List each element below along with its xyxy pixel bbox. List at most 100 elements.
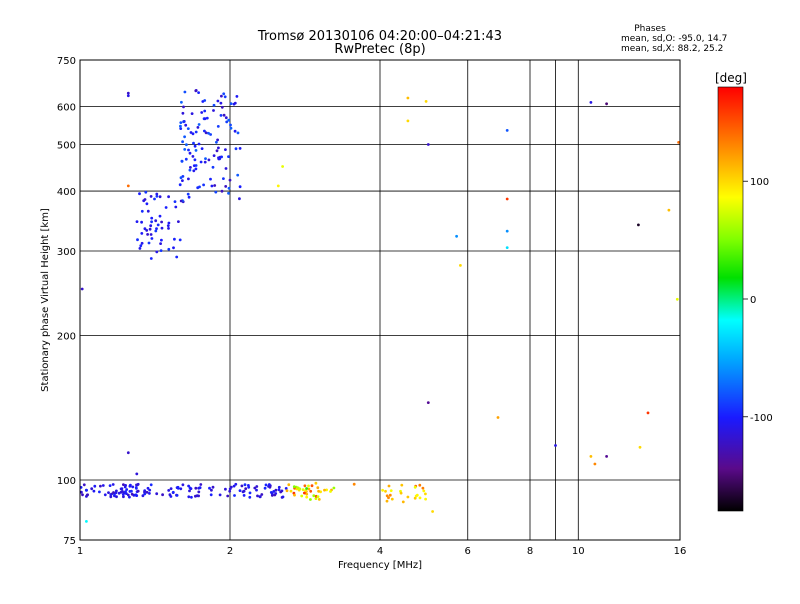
data-point bbox=[406, 495, 410, 499]
data-point bbox=[418, 496, 422, 500]
data-point bbox=[217, 146, 220, 150]
data-point bbox=[276, 184, 280, 188]
x-tick-label: 2 bbox=[227, 546, 233, 557]
data-point bbox=[277, 485, 281, 489]
data-point bbox=[212, 103, 216, 107]
y-tick-label: 500 bbox=[57, 141, 76, 152]
data-point bbox=[209, 493, 213, 497]
data-point bbox=[418, 483, 422, 487]
data-point bbox=[182, 105, 185, 109]
data-point bbox=[219, 114, 223, 117]
data-point bbox=[167, 227, 170, 230]
data-point bbox=[255, 488, 258, 492]
data-point bbox=[675, 297, 679, 301]
data-point bbox=[310, 484, 314, 488]
data-point bbox=[309, 489, 313, 493]
data-point bbox=[244, 487, 248, 490]
chart-title: Tromsø 20130106 04:20:00–04:21:43 bbox=[257, 29, 502, 44]
data-point bbox=[209, 177, 212, 181]
data-point bbox=[605, 455, 608, 458]
data-point bbox=[218, 157, 222, 161]
data-point bbox=[167, 247, 171, 251]
data-point bbox=[307, 487, 311, 491]
data-point bbox=[329, 490, 332, 493]
data-point bbox=[196, 126, 200, 129]
data-point bbox=[187, 495, 191, 499]
data-point bbox=[200, 111, 204, 114]
y-axis-label: Stationary phase Virtual Height [km] bbox=[40, 208, 51, 392]
data-point bbox=[85, 488, 88, 492]
data-point bbox=[126, 184, 130, 188]
data-point bbox=[173, 237, 176, 241]
data-point bbox=[220, 155, 224, 159]
data-point bbox=[238, 147, 242, 150]
data-point bbox=[220, 105, 224, 109]
data-point bbox=[242, 494, 246, 497]
data-point bbox=[149, 233, 153, 236]
data-point bbox=[148, 492, 151, 495]
data-point bbox=[180, 100, 183, 104]
data-point bbox=[197, 123, 201, 126]
data-point bbox=[183, 135, 187, 139]
data-point bbox=[210, 184, 214, 188]
data-point bbox=[175, 494, 179, 497]
data-point bbox=[256, 494, 259, 498]
data-point bbox=[270, 492, 274, 495]
data-point bbox=[187, 148, 190, 152]
data-point bbox=[677, 141, 680, 144]
data-point bbox=[247, 484, 250, 487]
data-point bbox=[126, 451, 130, 455]
data-point bbox=[194, 149, 198, 152]
data-point bbox=[99, 484, 102, 488]
data-point bbox=[312, 494, 316, 498]
data-point bbox=[263, 486, 267, 490]
data-point bbox=[182, 120, 186, 123]
data-point bbox=[148, 488, 152, 492]
data-point bbox=[169, 495, 173, 498]
data-point bbox=[140, 220, 144, 224]
data-point bbox=[135, 494, 139, 497]
data-point bbox=[307, 484, 310, 488]
data-point bbox=[304, 489, 308, 493]
data-point bbox=[93, 484, 97, 488]
x-tick-label: 16 bbox=[674, 546, 687, 557]
data-point bbox=[203, 160, 207, 164]
data-point bbox=[248, 495, 252, 499]
data-point bbox=[401, 500, 405, 504]
data-point bbox=[171, 490, 175, 494]
data-point bbox=[109, 495, 113, 499]
y-tick-label: 75 bbox=[63, 536, 76, 547]
data-point bbox=[400, 483, 404, 487]
data-point bbox=[194, 494, 197, 498]
data-point bbox=[211, 485, 215, 489]
data-point bbox=[155, 227, 158, 231]
y-tick-label: 100 bbox=[57, 476, 76, 487]
data-point bbox=[143, 227, 147, 231]
data-point bbox=[210, 488, 213, 492]
data-point bbox=[124, 484, 127, 487]
data-point bbox=[177, 220, 180, 224]
data-point bbox=[160, 238, 163, 242]
data-point bbox=[455, 234, 458, 238]
data-point bbox=[158, 195, 162, 199]
data-point bbox=[280, 496, 284, 499]
data-point bbox=[505, 246, 509, 250]
y-tick-label: 400 bbox=[57, 187, 76, 198]
data-point bbox=[426, 401, 430, 404]
data-point bbox=[194, 89, 198, 93]
data-point bbox=[496, 416, 500, 419]
data-point bbox=[189, 131, 193, 134]
data-point bbox=[215, 140, 218, 144]
data-point bbox=[406, 96, 410, 100]
data-point bbox=[136, 489, 140, 493]
data-point bbox=[505, 129, 509, 132]
data-point bbox=[424, 497, 427, 501]
data-point bbox=[229, 126, 233, 130]
data-point bbox=[273, 493, 277, 497]
data-point bbox=[155, 250, 159, 254]
data-point bbox=[154, 219, 158, 223]
data-point bbox=[166, 224, 170, 228]
data-point bbox=[185, 143, 188, 147]
data-point bbox=[197, 142, 201, 146]
data-point bbox=[226, 494, 230, 498]
